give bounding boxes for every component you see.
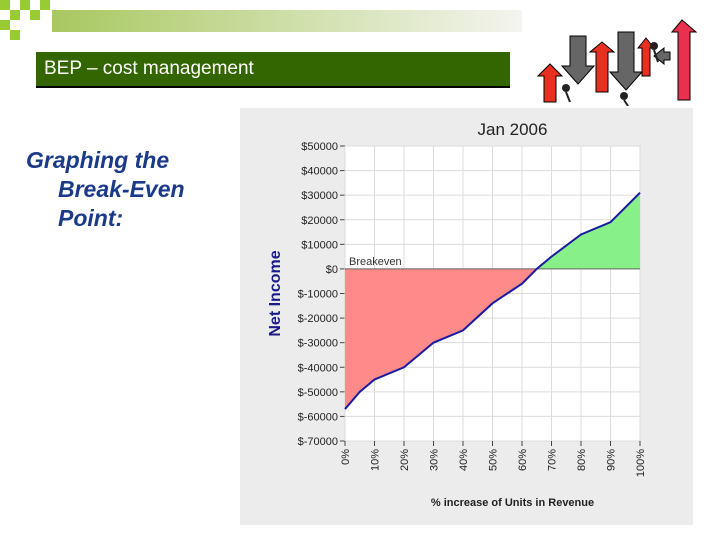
- net-income-chart: $50000 $40000 $30000 $20000 $10000 $0 $-10000 $…: [267, 120, 647, 509]
- slide-title: BEP – cost management: [36, 52, 510, 86]
- x-axis-label: % increase of Units in Revenue: [431, 497, 594, 509]
- x-tick-label: 0%: [340, 449, 352, 465]
- y-tick-label: $-30000: [298, 338, 338, 350]
- y-tick-label: $0: [326, 264, 338, 276]
- title-underline: [36, 86, 510, 88]
- x-tick-label: 90%: [606, 449, 618, 471]
- net-income-line: [344, 192, 641, 410]
- y-tick-label: $-40000: [298, 362, 338, 374]
- y-tick-label: $20000: [301, 215, 338, 227]
- y-tick-label: $10000: [301, 239, 338, 251]
- x-tick-label: 100%: [635, 449, 647, 477]
- y-tick-label: $-60000: [298, 411, 338, 423]
- chart-title: Jan 2006: [478, 120, 548, 139]
- x-tick-label: 50%: [488, 449, 500, 471]
- slide-heading: Graphing the Break-Even Point:: [26, 146, 226, 233]
- x-tick-label: 80%: [576, 449, 588, 471]
- top-gradient-bar: [52, 10, 522, 32]
- breakeven-label: Breakeven: [349, 256, 402, 268]
- y-tick-label: $-20000: [298, 313, 338, 325]
- x-tick-label: 30%: [429, 449, 441, 471]
- y-tick-label: $30000: [301, 190, 338, 202]
- x-tick-label: 10%: [370, 449, 382, 471]
- x-tick-label: 40%: [458, 449, 470, 471]
- y-tick-label: $-70000: [298, 436, 338, 448]
- arrows-clipart: [536, 19, 698, 106]
- x-tick-label: 20%: [399, 449, 411, 471]
- y-axis-label: Net Income: [267, 250, 284, 336]
- y-tick-label: $50000: [301, 141, 338, 153]
- profit-area: [536, 192, 640, 269]
- y-tick-label: $-50000: [298, 387, 338, 399]
- y-tick-label: $-10000: [298, 289, 338, 301]
- x-tick-label: 70%: [547, 449, 559, 471]
- x-tick-label: 60%: [517, 449, 529, 471]
- decorative-squares: [0, 0, 50, 40]
- heading-line-2: Break-Even: [58, 176, 185, 202]
- heading-line-1: Graphing the: [26, 147, 170, 173]
- heading-line-3: Point:: [58, 205, 124, 231]
- y-tick-label: $40000: [301, 166, 338, 178]
